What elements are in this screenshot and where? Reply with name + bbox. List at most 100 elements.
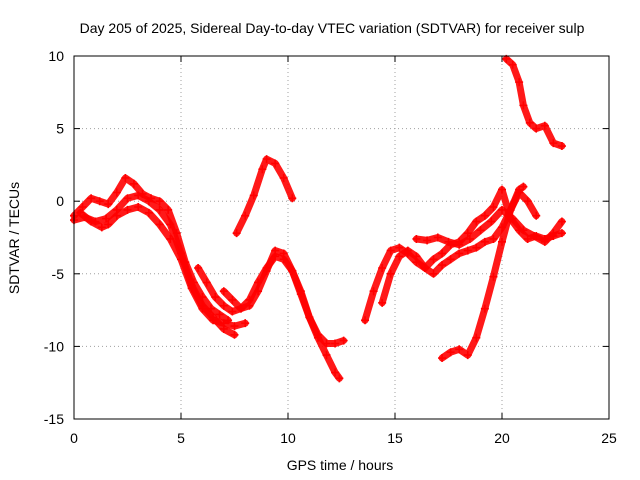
data-point [249, 191, 258, 200]
data-point [463, 246, 472, 255]
data-point [241, 319, 250, 328]
data-point [155, 205, 164, 214]
data-point [557, 217, 566, 226]
data-point [187, 284, 196, 293]
data-point [519, 226, 528, 235]
data-point [230, 322, 239, 331]
data-point [540, 121, 549, 130]
data-point [480, 237, 489, 246]
data-point [121, 173, 130, 182]
data-point [465, 234, 474, 243]
data-point [369, 287, 378, 296]
data-point [472, 333, 481, 342]
data-point [78, 203, 87, 212]
data-point [446, 348, 455, 357]
data-point [262, 266, 271, 275]
data-point [438, 249, 447, 258]
data-point [489, 234, 498, 243]
x-tick-label: 20 [494, 430, 510, 446]
data-point [164, 205, 173, 214]
data-point [463, 351, 472, 360]
data-point [112, 188, 121, 197]
data-point [322, 351, 331, 360]
data-point [245, 301, 254, 310]
data-point [144, 197, 153, 206]
data-point [155, 220, 164, 229]
data-point [112, 211, 121, 220]
data-point [557, 142, 566, 151]
data-point [87, 217, 96, 226]
y-tick-label: -15 [44, 411, 64, 427]
y-tick-label: 0 [56, 193, 64, 209]
data-point [429, 255, 438, 264]
series-line-arc-5 [220, 247, 343, 382]
data-point [540, 237, 549, 246]
plot-frame [73, 55, 610, 420]
data-point [412, 234, 421, 243]
grid [74, 56, 609, 419]
data-point [219, 287, 228, 296]
x-tick-label: 0 [70, 430, 78, 446]
data-point [455, 345, 464, 354]
x-tick-label: 25 [601, 430, 617, 446]
data-point [254, 287, 263, 296]
data-point [209, 316, 218, 325]
data-point [455, 249, 464, 258]
data-series [70, 54, 566, 383]
data-point [519, 182, 528, 191]
data-point [530, 232, 539, 241]
data-point [123, 205, 132, 214]
data-point [97, 223, 106, 232]
series-line-arc-11 [502, 55, 566, 150]
data-point [134, 191, 143, 200]
data-point [423, 236, 432, 245]
data-point [339, 336, 348, 345]
x-axis-label: GPS time / hours [287, 457, 394, 473]
data-point [446, 255, 455, 264]
y-axis-label: SDTVAR / TECUs [6, 182, 22, 294]
data-point [228, 295, 237, 304]
data-point [335, 374, 344, 383]
data-point [331, 368, 340, 377]
x-tick-label: 5 [177, 430, 185, 446]
data-point [279, 173, 288, 182]
data-point [211, 293, 220, 302]
data-point [498, 185, 506, 194]
y-tick-label: 10 [48, 48, 64, 64]
data-point [104, 200, 113, 209]
data-point [489, 203, 498, 212]
data-point [378, 298, 387, 307]
data-point [525, 118, 534, 127]
data-point [271, 159, 280, 168]
data-point [532, 124, 541, 133]
data-point [296, 290, 305, 299]
data-point [361, 316, 370, 325]
data-point [433, 233, 442, 242]
data-point [508, 60, 517, 69]
data-point [215, 310, 224, 319]
data-point [177, 255, 185, 264]
data-point [386, 246, 395, 255]
data-point [104, 220, 113, 229]
data-point [236, 304, 245, 313]
data-point [489, 272, 498, 281]
y-tick-label: 5 [56, 121, 64, 137]
data-point [480, 304, 489, 313]
y-tick-label: -5 [52, 266, 65, 282]
data-point [313, 333, 322, 342]
data-point [472, 243, 481, 252]
data-point [378, 263, 387, 272]
data-point [386, 269, 395, 278]
data-point [102, 214, 111, 223]
data-point [429, 269, 438, 278]
data-point [395, 243, 404, 252]
data-point [557, 229, 566, 238]
data-point [288, 194, 297, 203]
data-point [498, 205, 506, 214]
data-point [232, 229, 241, 238]
data-point [506, 205, 515, 214]
data-point [241, 211, 250, 220]
data-point [95, 197, 104, 206]
chart-title: Day 205 of 2025, Sidereal Day-to-day VTE… [80, 20, 585, 36]
